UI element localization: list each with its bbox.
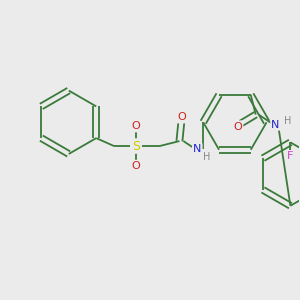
Text: O: O	[131, 121, 140, 131]
Text: H: H	[284, 116, 291, 126]
Text: F: F	[287, 151, 294, 161]
Text: H: H	[203, 152, 211, 162]
Text: N: N	[272, 119, 280, 130]
Text: S: S	[132, 140, 140, 152]
Text: O: O	[177, 112, 186, 122]
Text: O: O	[131, 161, 140, 171]
Text: O: O	[233, 122, 242, 131]
Text: N: N	[193, 144, 202, 154]
